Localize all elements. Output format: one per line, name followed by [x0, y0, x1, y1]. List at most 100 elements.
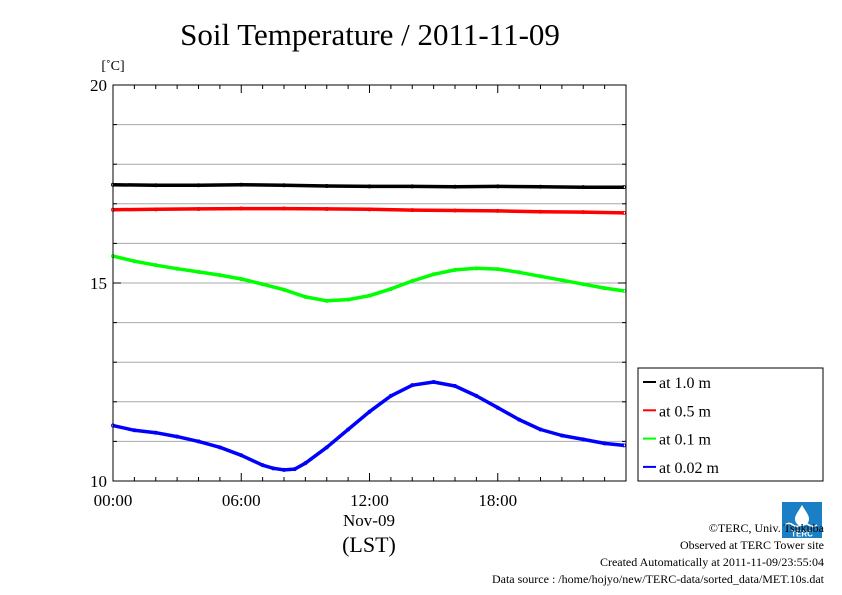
y-tick-label: 10 [90, 472, 107, 491]
data-point [431, 272, 436, 277]
data-point [239, 182, 244, 187]
data-point [495, 405, 500, 410]
created-text: Created Automatically at 2011-11-09/23:5… [599, 555, 824, 569]
data-point [153, 430, 158, 435]
data-point [281, 467, 286, 472]
data-point [239, 453, 244, 458]
data-point [175, 266, 180, 271]
data-point [410, 279, 415, 284]
data-point [452, 184, 457, 189]
site-text: Observed at TERC Tower site [679, 538, 824, 552]
data-point [367, 293, 372, 298]
data-point [196, 439, 201, 444]
data-point [602, 441, 607, 446]
data-point [621, 210, 626, 215]
data-point [621, 443, 626, 448]
data-point [260, 282, 265, 287]
legend-label: at 0.1 m [659, 432, 712, 449]
data-point [538, 184, 543, 189]
data-point [388, 393, 393, 398]
data-point [410, 383, 415, 388]
data-source-text: Data source : /home/hojyo/new/TERC-data/… [491, 572, 824, 586]
legend-label: at 0.5 m [659, 403, 712, 420]
data-point [538, 274, 543, 279]
data-point [367, 184, 372, 189]
data-point [303, 461, 308, 466]
data-point [559, 278, 564, 283]
data-point [602, 286, 607, 291]
data-point [196, 183, 201, 188]
chart-title: Soil Temperature / 2011-11-09 [180, 17, 560, 52]
x-tick-label: 12:00 [350, 491, 389, 510]
data-point [581, 282, 586, 287]
data-point [196, 269, 201, 274]
data-point [303, 294, 308, 299]
data-point [581, 185, 586, 190]
data-point [474, 266, 479, 271]
series-line [112, 183, 624, 189]
data-point [367, 409, 372, 414]
data-point [346, 297, 351, 302]
series-line [112, 206, 624, 215]
data-point [217, 445, 222, 450]
data-point [324, 206, 329, 211]
data-point [153, 207, 158, 212]
series-line [112, 254, 625, 303]
logo-text: TERC [791, 530, 813, 539]
data-point [239, 277, 244, 282]
legend-label: at 1.0 m [659, 375, 712, 392]
x-axis-date-label: Nov-09 [343, 511, 395, 530]
data-point [132, 259, 137, 264]
data-point [324, 445, 329, 450]
data-point [292, 467, 297, 472]
data-point [431, 379, 436, 384]
data-point [153, 183, 158, 188]
data-point [271, 466, 276, 471]
data-point [324, 183, 329, 188]
series-line [112, 380, 625, 472]
y-tick-label: 20 [90, 76, 107, 95]
data-point [452, 208, 457, 213]
y-tick-label: 15 [90, 274, 107, 293]
y-tick-labels: 10 15 20 [90, 76, 107, 491]
data-point [410, 208, 415, 213]
axis-ticks [112, 84, 627, 482]
data-point [621, 185, 626, 190]
data-point [517, 270, 522, 275]
data-point [153, 263, 158, 268]
data-point [281, 183, 286, 188]
data-point [581, 437, 586, 442]
data-point [217, 273, 222, 278]
data-point [346, 427, 351, 432]
terc-logo-icon: TERC [782, 502, 822, 538]
data-point [581, 210, 586, 215]
data-point [132, 428, 137, 433]
data-point [196, 206, 201, 211]
data-point [495, 184, 500, 189]
grid-lines [113, 124, 626, 442]
data-point [621, 288, 626, 293]
legend-box [637, 367, 824, 482]
data-point [559, 433, 564, 438]
data-point [495, 208, 500, 213]
data-point [517, 417, 522, 422]
data-point [538, 427, 543, 432]
data-point [495, 267, 500, 272]
data-point [452, 383, 457, 388]
data-point [260, 463, 265, 468]
copyright-text: ©TERC, Univ. Tsukuba [708, 521, 824, 535]
data-point [281, 206, 286, 211]
data-point [367, 207, 372, 212]
data-point [281, 287, 286, 292]
data-point [175, 434, 180, 439]
data-point [324, 298, 329, 303]
x-axis-label: (LST) [342, 532, 396, 557]
legend: at 1.0 m at 0.5 m at 0.1 m at 0.02 m [637, 367, 824, 482]
data-point [452, 267, 457, 272]
data-point [239, 206, 244, 211]
y-axis-unit-label: [˚C] [101, 59, 124, 74]
x-tick-label: 18:00 [478, 491, 517, 510]
x-tick-label: 06:00 [222, 491, 261, 510]
x-tick-labels: 00:00 06:00 12:00 18:00 [94, 491, 517, 510]
